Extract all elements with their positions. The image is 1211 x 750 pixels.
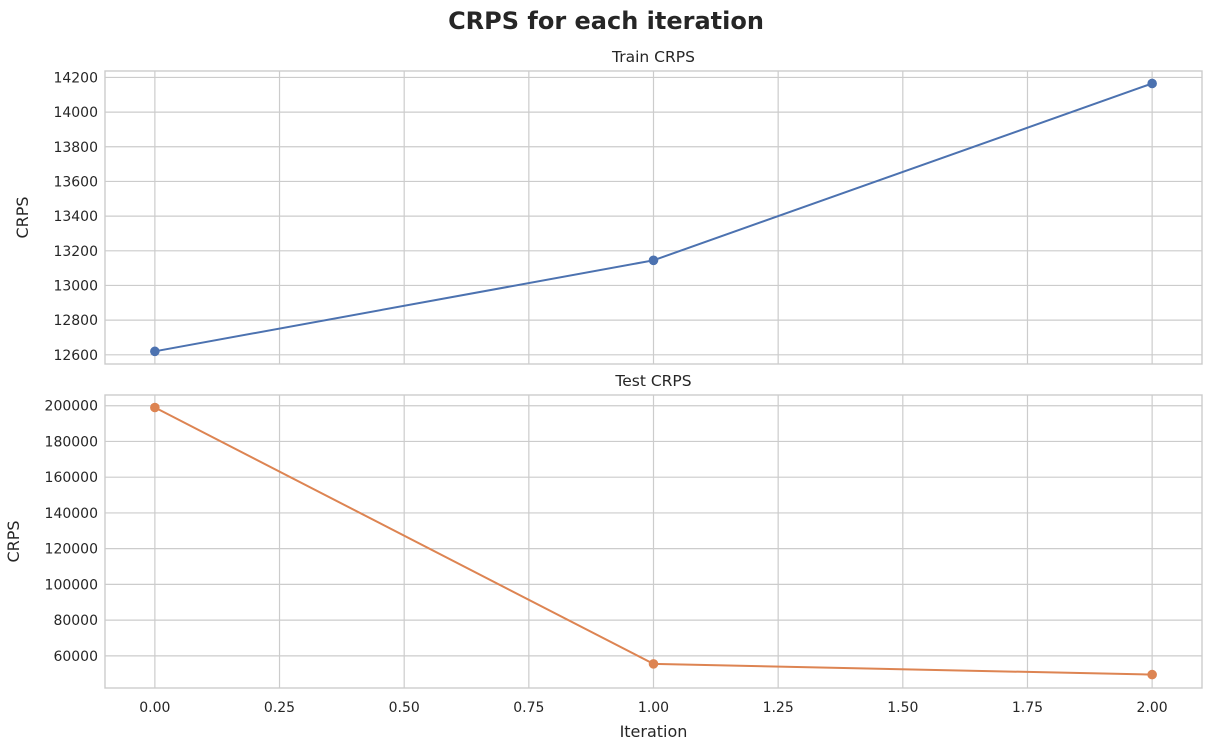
y-tick-label: 14200 (53, 70, 98, 86)
y-tick-label: 12800 (53, 313, 98, 329)
figure-title: CRPS for each iteration (448, 7, 764, 35)
y-tick-label: 80000 (53, 613, 98, 629)
y-tick-label: 13800 (53, 140, 98, 156)
y-tick-label: 140000 (45, 506, 98, 522)
test-crps-panel: Test CRPS 0.00 0.25 0.50 0.75 1.00 1.25 1.50 1.7… (4, 372, 1203, 741)
y-tick-label: 14000 (53, 105, 98, 121)
data-point (150, 402, 160, 413)
x-tick-label: 0.00 (139, 700, 170, 716)
x-tick-label: 2.00 (1137, 700, 1168, 716)
data-point (1147, 78, 1157, 89)
y-tick-label: 12600 (53, 348, 98, 364)
x-tick-label: 1.00 (638, 700, 669, 716)
plot-frame (104, 70, 1203, 365)
y-tick-label: 160000 (45, 470, 98, 486)
y-tick-label: 200000 (45, 399, 98, 415)
y-tick-label: 180000 (45, 434, 98, 450)
x-tick-label: 0.25 (264, 700, 295, 716)
y-tick-label: 100000 (45, 577, 98, 593)
y-tick-label: 120000 (45, 542, 98, 558)
train-crps-panel: Train CRPS 12600 12800 13000 13200 13400 13600… (13, 48, 1203, 365)
x-tick-label: 0.75 (513, 700, 544, 716)
plot-frame (104, 394, 1203, 689)
x-tick-label: 1.25 (763, 700, 794, 716)
data-point (1147, 669, 1157, 680)
panel-title: Test CRPS (614, 372, 691, 390)
y-tick-label: 13000 (53, 278, 98, 294)
panel-title: Train CRPS (611, 48, 695, 66)
data-point (648, 659, 659, 669)
x-tick-label: 1.50 (887, 700, 918, 716)
y-tick-label: 13600 (53, 174, 98, 190)
y-tick-label: 60000 (53, 649, 98, 665)
x-tick-label: 0.50 (389, 700, 420, 716)
y-tick-label: 13200 (53, 244, 98, 260)
x-axis-label: Iteration (620, 722, 688, 741)
data-point (150, 346, 160, 357)
y-axis-label: CRPS (13, 196, 32, 238)
x-tick-label: 1.75 (1012, 700, 1043, 716)
y-axis-label: CRPS (4, 520, 23, 562)
y-tick-label: 13400 (53, 209, 98, 225)
data-point (648, 255, 659, 266)
